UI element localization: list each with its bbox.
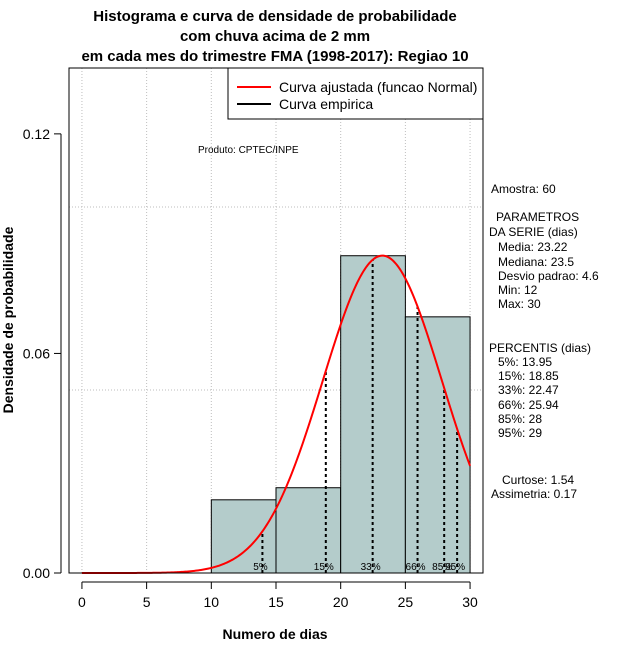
chart-title-line-3: em cada mes do trimestre FMA (1998-2017)…	[81, 48, 468, 65]
sample-size: Amostra: 60	[491, 182, 556, 196]
x-tick-label-6: 30	[462, 594, 478, 610]
percentile-95: 95%: 29	[498, 426, 542, 440]
y-tick-label-0: 0.00	[23, 565, 50, 581]
percentile-15: 15%: 18.85	[498, 369, 559, 383]
legend: Curva ajustada (funcao Normal) Curva emp…	[227, 67, 484, 120]
percentile-label-0: 5%	[253, 562, 268, 573]
percentile-label-3: 66%	[406, 562, 426, 573]
x-tick-label-0: 0	[78, 594, 86, 610]
percentile-lines: 5% 15% 33% 66% 85%95%	[253, 259, 465, 573]
y-axis-title: Densidade de probabilidade	[0, 226, 16, 413]
legend-label-fitted: Curva ajustada (funcao Normal)	[279, 79, 477, 95]
histogram-bar-1	[275, 487, 342, 574]
x-tick-label-3: 15	[268, 594, 284, 610]
x-tick-label-4: 20	[333, 594, 349, 610]
legend-box	[227, 67, 484, 120]
percentile-33: 33%: 22.47	[498, 383, 559, 397]
axes: 0 5 10 15 20 25 30 0.00 0.06 0.12	[23, 126, 478, 610]
histogram-bars	[210, 255, 471, 574]
percentile-5: 5%: 13.95	[498, 355, 552, 369]
stat-std-dev: Desvio padrao: 4.6	[498, 269, 599, 283]
stat-kurtosis: Curtose: 1.54	[502, 473, 574, 487]
percentiles-title: PERCENTIS (dias)	[489, 341, 591, 355]
stat-skewness: Assimetria: 0.17	[491, 487, 577, 501]
stat-median: Mediana: 23.5	[498, 255, 574, 269]
percentile-label-2: 33%	[361, 562, 381, 573]
stat-min: Min: 12	[498, 283, 538, 297]
params-subtitle: DA SERIE (dias)	[489, 225, 578, 239]
stats-panel: Amostra: 60 PARAMETROS DA SERIE (dias) M…	[489, 182, 599, 501]
x-axis-title: Numero de dias	[222, 626, 327, 642]
histogram-bar-3	[404, 316, 471, 574]
chart-title-line-1: Histograma e curva de densidade de proba…	[93, 8, 456, 25]
x-tick-label-2: 10	[204, 594, 220, 610]
y-tick-label-2: 0.12	[23, 126, 50, 142]
x-tick-label-1: 5	[143, 594, 151, 610]
legend-label-empirical: Curva empirica	[279, 96, 373, 112]
percentile-label-1: 15%	[314, 562, 334, 573]
params-title: PARAMETROS	[496, 210, 579, 224]
stat-max: Max: 30	[498, 297, 541, 311]
percentile-66: 66%: 25.94	[498, 398, 559, 412]
product-label: Produto: CPTEC/INPE	[198, 145, 299, 156]
percentile-label-4: 85%	[432, 562, 452, 573]
x-tick-label-5: 25	[398, 594, 414, 610]
stat-mean: Media: 23.22	[498, 240, 568, 254]
chart-title-line-2: com chuva acima de 2 mm	[180, 28, 370, 45]
percentile-85: 85%: 28	[498, 412, 542, 426]
percentile-label-5: 95%	[445, 562, 465, 573]
y-tick-label-1: 0.06	[23, 345, 50, 361]
